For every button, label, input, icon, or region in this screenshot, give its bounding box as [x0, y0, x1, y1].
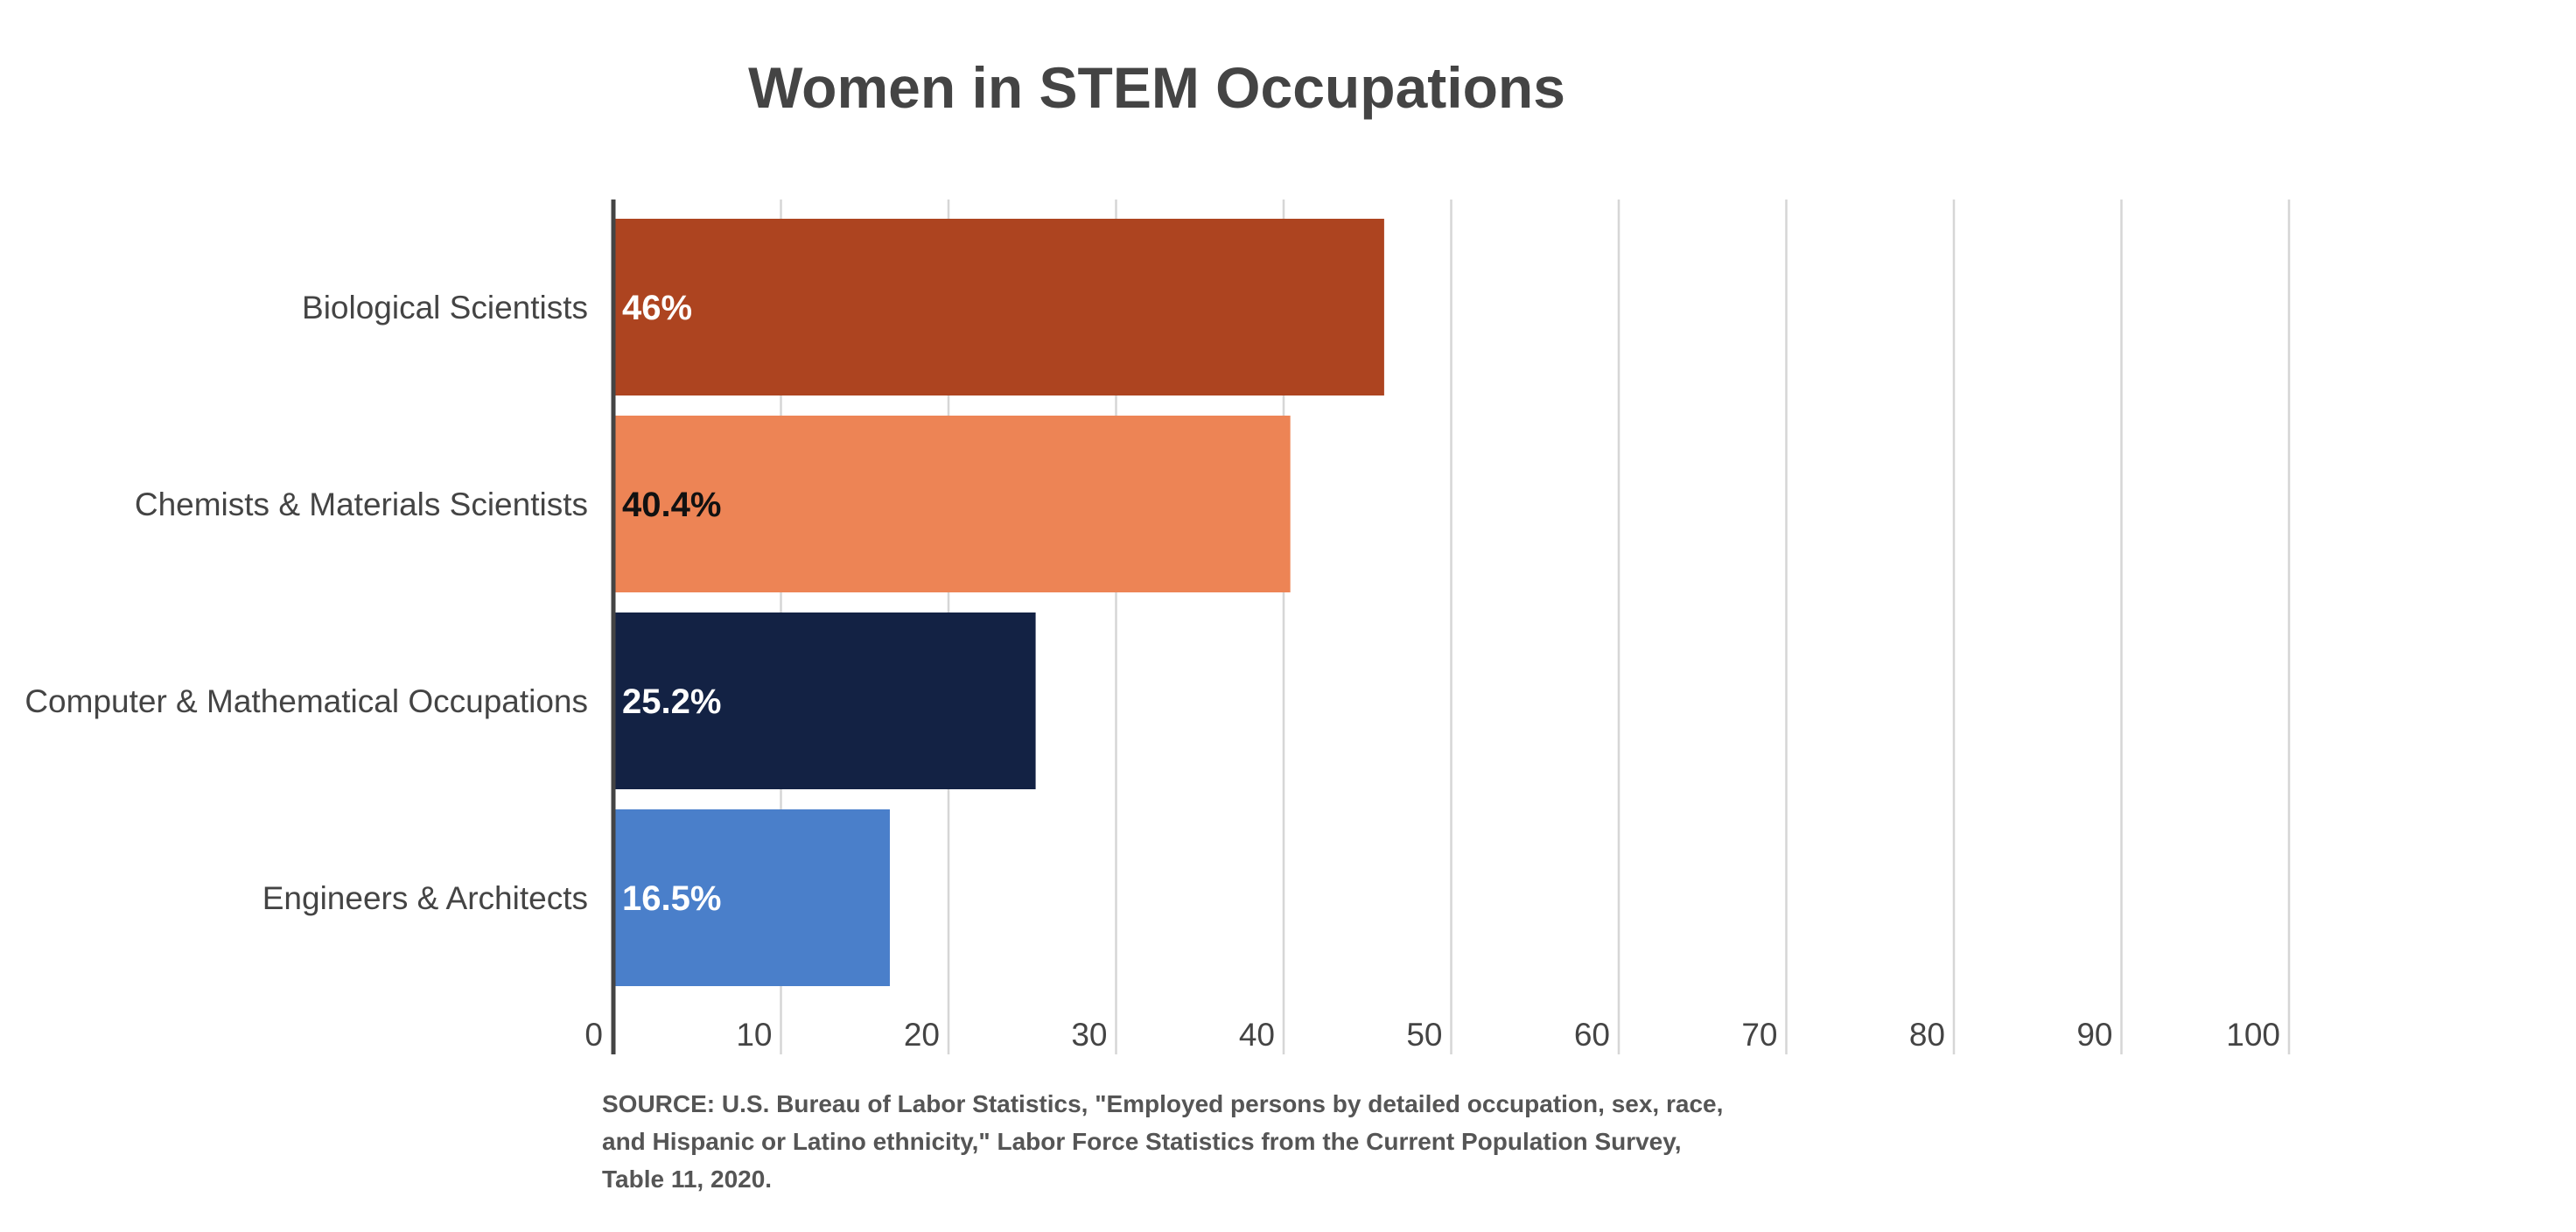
- data-label: 16.5%: [622, 879, 721, 918]
- data-label: 25.2%: [622, 682, 721, 721]
- x-tick-label: 70: [1741, 1017, 1777, 1053]
- x-tick-label: 90: [2076, 1017, 2112, 1053]
- x-tick-label: 100: [2226, 1017, 2280, 1053]
- bar: [613, 416, 1291, 592]
- chart-title: Women in STEM Occupations: [748, 55, 1565, 120]
- bar: [613, 219, 1384, 396]
- bar: [613, 612, 1036, 789]
- x-tick-label: 50: [1406, 1017, 1442, 1053]
- x-tick-label: 10: [736, 1017, 772, 1053]
- x-tick-label: 20: [904, 1017, 940, 1053]
- category-labels: Biological Scientists Chemists & Material…: [24, 290, 588, 916]
- category-label: Biological Scientists: [302, 290, 588, 326]
- source-note: SOURCE: U.S. Bureau of Labor Statistics,…: [602, 1090, 1724, 1193]
- x-axis-tick-labels: 0 10 20 30 40 50 60 70 80 90 100: [584, 1017, 2280, 1053]
- x-tick-label: 60: [1574, 1017, 1610, 1053]
- category-label: Computer & Mathematical Occupations: [24, 683, 588, 719]
- bars: 46% 40.4% 25.2% 16.5%: [613, 219, 1384, 986]
- category-label: Engineers & Architects: [262, 880, 588, 916]
- data-label: 46%: [622, 289, 692, 327]
- x-tick-label: 80: [1909, 1017, 1945, 1053]
- category-label: Chemists & Materials Scientists: [135, 486, 588, 522]
- bar: [613, 809, 890, 986]
- data-label: 40.4%: [622, 486, 721, 524]
- x-tick-label: 30: [1071, 1017, 1107, 1053]
- x-tick-label: 0: [584, 1017, 603, 1053]
- x-tick-label: 40: [1239, 1017, 1275, 1053]
